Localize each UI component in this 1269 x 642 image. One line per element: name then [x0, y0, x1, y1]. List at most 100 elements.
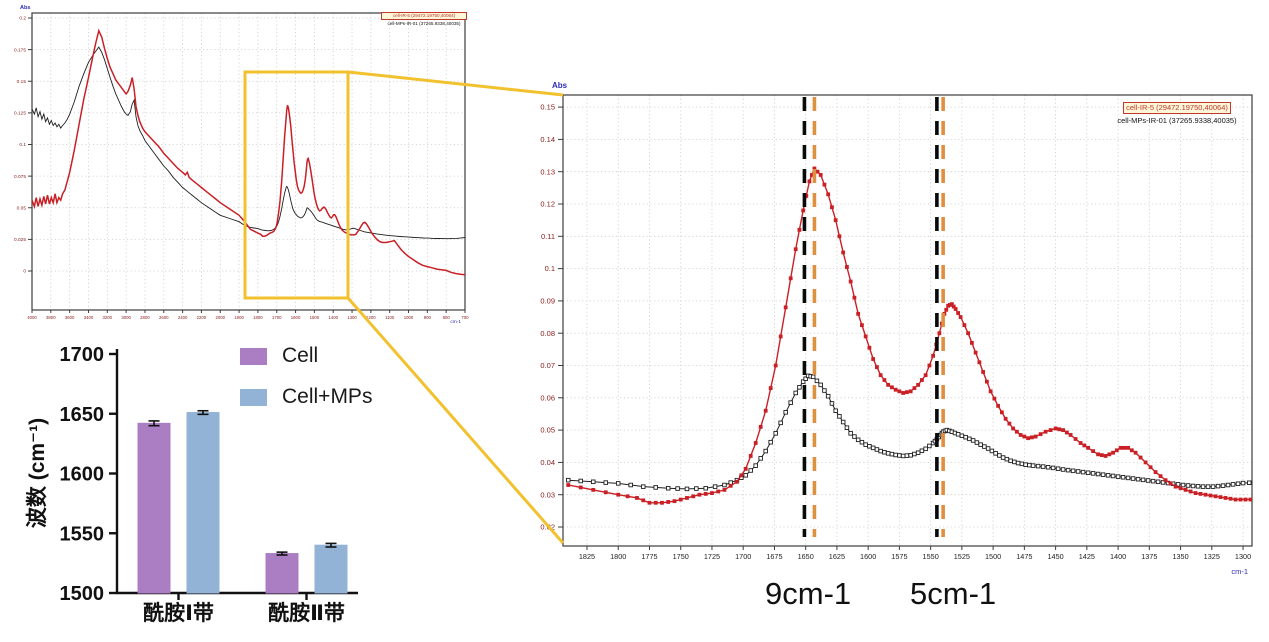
svg-text:2000: 2000 [215, 315, 225, 320]
svg-text:1625: 1625 [829, 552, 845, 561]
bar-legend-label-cell: Cell [282, 344, 319, 367]
svg-text:0.07: 0.07 [540, 361, 555, 370]
bar-legend-label-cellmps: Cell+MPs [282, 385, 373, 408]
svg-text:1900: 1900 [234, 315, 244, 320]
zoom-annotation-overlay [243, 70, 565, 544]
svg-text:1450: 1450 [1047, 552, 1063, 561]
svg-text:0.08: 0.08 [540, 329, 555, 338]
svg-text:cm-1: cm-1 [450, 319, 461, 325]
svg-text:1300: 1300 [1235, 552, 1251, 561]
svg-text:1550: 1550 [923, 552, 939, 561]
callout-line-top [347, 70, 564, 97]
bar-chart-legend: Cell Cell+MPs [240, 344, 372, 426]
svg-text:700: 700 [461, 315, 469, 320]
legend-entry-cell: cell-IR-5 (29472.19750,40064) [381, 12, 467, 20]
svg-text:1725: 1725 [704, 552, 720, 561]
svg-text:1675: 1675 [766, 552, 782, 561]
legend-entry-cellmps: cell-MPs-IR-01 (37265.9338,40035) [1117, 116, 1237, 125]
svg-text:1700: 1700 [272, 315, 282, 320]
svg-text:0.14: 0.14 [540, 135, 555, 144]
svg-text:1575: 1575 [891, 552, 907, 561]
svg-text:1500: 1500 [60, 583, 105, 605]
svg-text:3200: 3200 [103, 315, 113, 320]
svg-text:1400: 1400 [1110, 552, 1126, 561]
svg-text:0.09: 0.09 [540, 297, 555, 306]
svg-text:0.15: 0.15 [17, 79, 27, 85]
svg-text:1400: 1400 [328, 315, 338, 320]
svg-text:1775: 1775 [641, 552, 657, 561]
svg-text:0.1: 0.1 [545, 264, 555, 273]
svg-text:cm-1: cm-1 [1231, 567, 1248, 576]
svg-text:0.04: 0.04 [540, 458, 555, 467]
svg-text:3600: 3600 [65, 315, 75, 320]
svg-text:1600: 1600 [291, 315, 301, 320]
legend-entry-cellmps: cell-MPs-IR-01 (37265.9338,40035) [387, 21, 461, 26]
amide-band-bar-chart: 1500 1550 1600 1650 1700 酰胺Ⅰ带 酰胺Ⅱ带 波数 (cm⁻¹) [25, 344, 358, 625]
svg-text:1600: 1600 [860, 552, 876, 561]
svg-text:0: 0 [23, 269, 26, 275]
svg-text:2200: 2200 [197, 315, 207, 320]
bar-legend-row-cell: Cell [240, 344, 372, 368]
svg-text:800: 800 [443, 315, 451, 320]
svg-text:900: 900 [424, 315, 432, 320]
svg-text:0.075: 0.075 [14, 174, 26, 180]
zoom-region-box [243, 70, 350, 300]
svg-text:酰胺Ⅰ带: 酰胺Ⅰ带 [143, 601, 214, 625]
cell-color-swatch [240, 347, 267, 365]
svg-text:Abs: Abs [20, 5, 30, 11]
svg-text:2400: 2400 [178, 315, 188, 320]
svg-text:3800: 3800 [46, 315, 56, 320]
svg-text:1550: 1550 [60, 523, 105, 545]
legend-entry-cell: cell-IR-5 (29472.19750,40064) [1123, 102, 1231, 114]
svg-text:1800: 1800 [610, 552, 626, 561]
svg-text:0.1: 0.1 [19, 142, 26, 148]
bar-legend-row-cellmps: Cell+MPs [240, 385, 372, 409]
zoom-spectrum-legend: cell-IR-5 (29472.19750,40064) cell-MPs-I… [1104, 97, 1250, 126]
svg-text:1825: 1825 [579, 552, 595, 561]
svg-text:0.06: 0.06 [540, 393, 555, 402]
svg-text:1350: 1350 [1172, 552, 1188, 561]
svg-text:0.11: 0.11 [541, 232, 555, 241]
svg-text:0.2: 0.2 [19, 16, 26, 22]
svg-text:0.175: 0.175 [14, 47, 26, 53]
svg-text:0.125: 0.125 [14, 111, 26, 117]
svg-text:1300: 1300 [347, 315, 357, 320]
svg-text:1375: 1375 [1141, 552, 1157, 561]
peak-shift-label-amide1: 9cm-1 [765, 576, 852, 611]
svg-text:3000: 3000 [121, 315, 131, 320]
svg-text:0.13: 0.13 [540, 167, 555, 176]
svg-text:4000: 4000 [27, 315, 37, 320]
svg-text:1525: 1525 [954, 552, 970, 561]
callout-line-bottom [346, 297, 565, 544]
svg-text:0.12: 0.12 [540, 200, 555, 209]
svg-text:波数 (cm⁻¹): 波数 (cm⁻¹) [25, 418, 49, 528]
svg-text:1425: 1425 [1079, 552, 1095, 561]
svg-text:1325: 1325 [1204, 552, 1220, 561]
svg-text:Abs: Abs [552, 81, 568, 90]
peak-shift-label-amide2: 5cm-1 [910, 576, 997, 611]
svg-text:3400: 3400 [84, 315, 94, 320]
svg-text:0.03: 0.03 [540, 490, 555, 499]
svg-text:1600: 1600 [60, 464, 105, 486]
svg-text:1650: 1650 [798, 552, 814, 561]
svg-text:1750: 1750 [673, 552, 689, 561]
svg-text:1000: 1000 [404, 315, 414, 320]
svg-text:0.05: 0.05 [17, 205, 27, 211]
svg-text:1800: 1800 [253, 315, 263, 320]
svg-text:1700: 1700 [735, 552, 751, 561]
svg-text:1100: 1100 [385, 315, 395, 320]
full-spectrum-chart: 4000 3800 3600 3400 3200 3000 2800 2600 2400 2200… [14, 5, 469, 325]
svg-text:0.05: 0.05 [540, 426, 555, 435]
svg-text:0.025: 0.025 [14, 237, 26, 243]
svg-text:1700: 1700 [60, 344, 105, 366]
svg-text:2800: 2800 [140, 315, 150, 320]
full-spectrum-legend: cell-IR-5 (29472.19750,40064) cell-MPs-I… [381, 12, 467, 27]
zoom-spectrum-chart: 1825 1800 1775 1750 1725 1700 1675 1650 1625 1600… [540, 81, 1253, 576]
svg-text:1200: 1200 [366, 315, 376, 320]
svg-text:1475: 1475 [1016, 552, 1032, 561]
cellmps-color-swatch [240, 388, 267, 406]
svg-text:1500: 1500 [985, 552, 1001, 561]
svg-text:1500: 1500 [310, 315, 320, 320]
svg-text:0.15: 0.15 [540, 103, 555, 112]
